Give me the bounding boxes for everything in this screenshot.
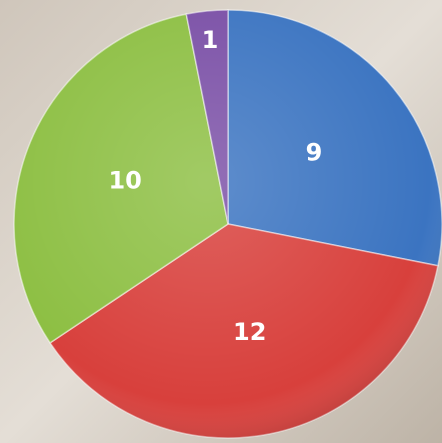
chart: 9 12 10 1 [0, 0, 442, 443]
data-label: 12 [233, 318, 266, 346]
pie [14, 10, 442, 438]
data-label: 1 [202, 26, 219, 54]
data-label: 9 [306, 138, 323, 166]
data-label: 10 [108, 166, 141, 194]
